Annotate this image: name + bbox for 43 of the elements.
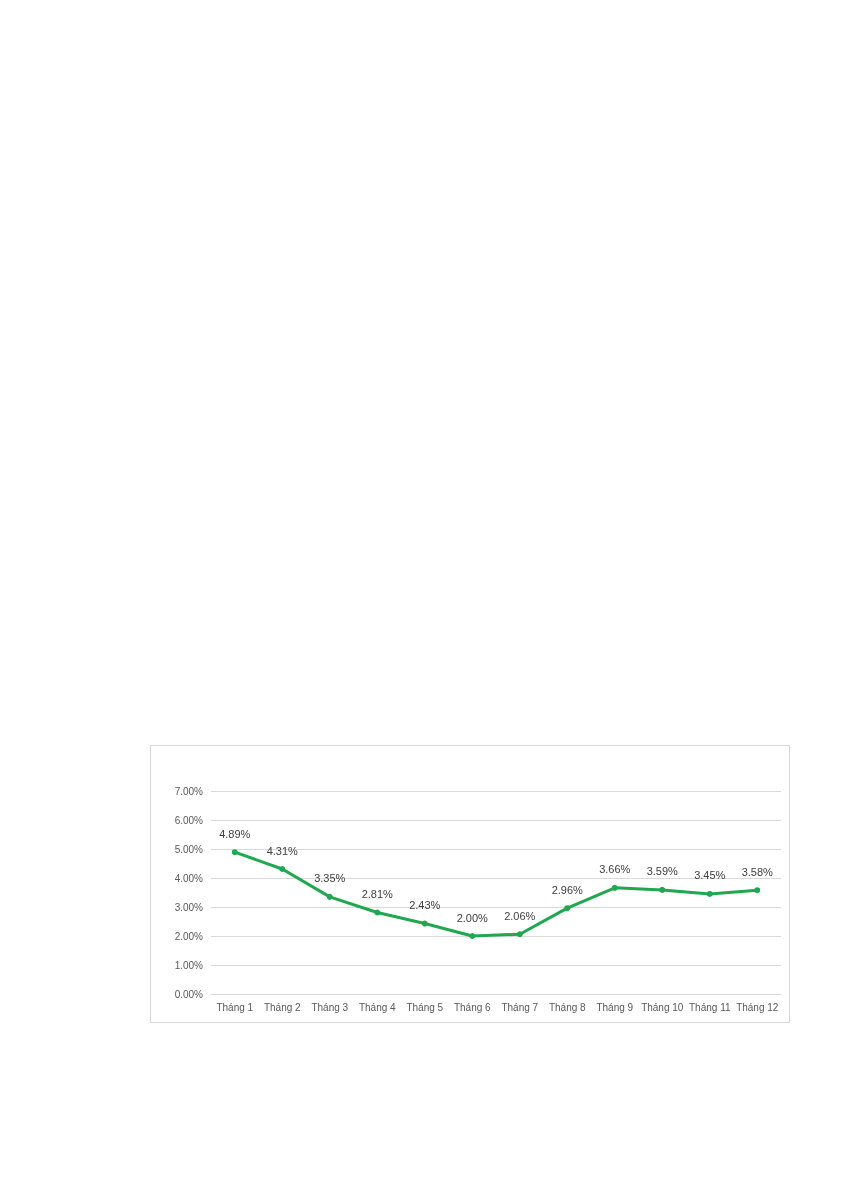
y-tick-label: 1.00% [174, 959, 204, 971]
point [374, 909, 381, 916]
y-tick-label: 6.00% [174, 814, 204, 826]
x-tick-label: Tháng 2 [263, 1001, 302, 1013]
data-label: 3.59% [646, 865, 679, 878]
point [326, 893, 333, 900]
point [279, 866, 286, 873]
point [706, 890, 713, 897]
x-tick-label: Tháng 1 [216, 1001, 254, 1013]
point [516, 931, 523, 938]
x-tick-label: Tháng 3 [311, 1001, 349, 1013]
data-label: 2.06% [504, 909, 536, 922]
y-tick-label: 3.00% [174, 901, 204, 913]
point [469, 933, 476, 939]
point [659, 886, 666, 893]
point [231, 849, 238, 856]
x-tick-label: Tháng 9 [596, 1001, 634, 1013]
y-tick-label: 0.00% [174, 988, 204, 1000]
point [611, 884, 618, 891]
x-tick-label: Tháng 12 [736, 1001, 779, 1013]
x-tick-label: Tháng 5 [406, 1001, 444, 1013]
x-tick-label: Tháng 11 [688, 1001, 731, 1013]
data-label: 3.66% [599, 863, 631, 876]
y-tick-label: 5.00% [174, 843, 204, 855]
x-tick-label: Tháng 7 [501, 1001, 539, 1013]
x-tick-label: Tháng 10 [641, 1001, 684, 1013]
y-tick-label: 4.00% [174, 872, 204, 884]
point [564, 905, 571, 912]
data-label: 2.43% [409, 899, 441, 912]
y-tick-label: 7.00% [174, 785, 204, 797]
data-label: 2.96% [551, 883, 584, 896]
data-label: 2.81% [361, 888, 394, 901]
y-tick-label: 2.00% [174, 930, 204, 942]
x-tick-label: Tháng 8 [548, 1001, 587, 1013]
x-tick-label: Tháng 6 [453, 1001, 492, 1013]
data-label: 3.35% [314, 872, 346, 885]
data-label: 3.58% [741, 865, 774, 878]
data-label: 2.00% [456, 911, 489, 924]
data-label: 4.89% [219, 827, 251, 840]
x-tick-label: Tháng 4 [358, 1001, 397, 1013]
data-label: 3.45% [694, 869, 726, 882]
point [754, 887, 761, 894]
data-label: 4.31% [266, 844, 299, 857]
